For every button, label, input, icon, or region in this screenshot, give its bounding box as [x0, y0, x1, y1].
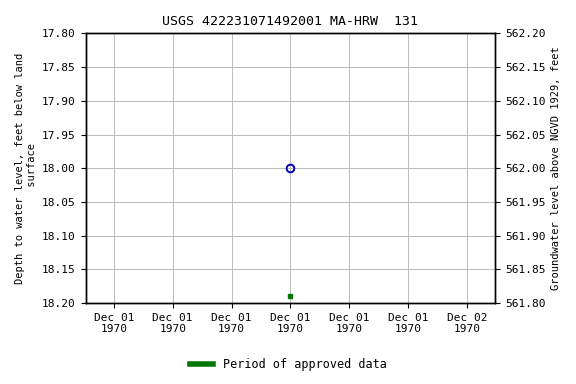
Y-axis label: Depth to water level, feet below land
 surface: Depth to water level, feet below land su… — [15, 53, 37, 284]
Y-axis label: Groundwater level above NGVD 1929, feet: Groundwater level above NGVD 1929, feet — [551, 46, 561, 290]
Title: USGS 422231071492001 MA-HRW  131: USGS 422231071492001 MA-HRW 131 — [162, 15, 418, 28]
Legend: Period of approved data: Period of approved data — [185, 354, 391, 376]
